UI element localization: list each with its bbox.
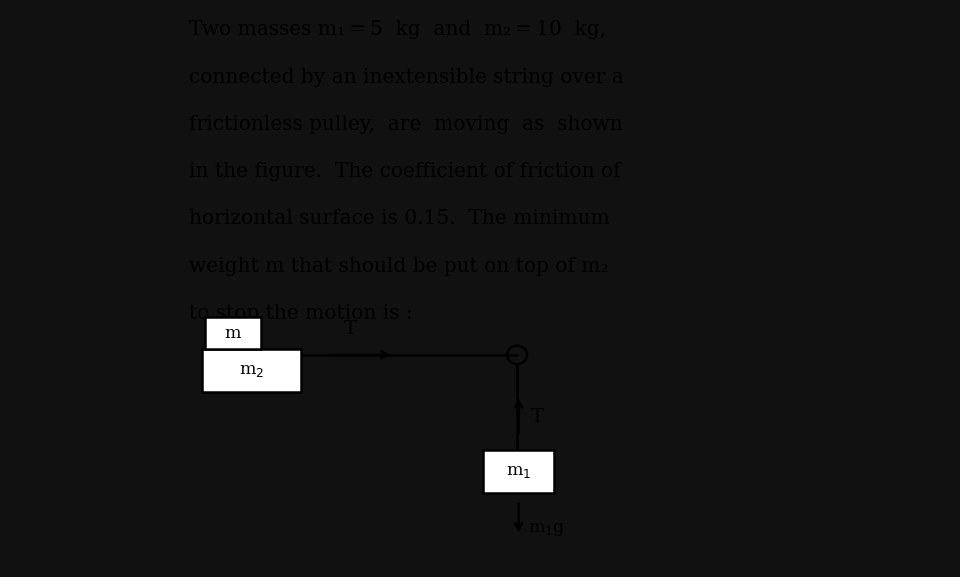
Bar (204, 317, 260, 349)
Text: m$_1$: m$_1$ (506, 463, 531, 480)
Text: m$_1$g: m$_1$g (528, 521, 565, 538)
Text: frictionless pulley,  are  moving  as  shown: frictionless pulley, are moving as shown (189, 115, 623, 134)
Text: T: T (344, 320, 357, 338)
Text: weight m that should be put on top of m₂: weight m that should be put on top of m₂ (189, 257, 609, 276)
Text: m: m (225, 325, 241, 342)
Text: horizontal surface is 0.15.  The minimum: horizontal surface is 0.15. The minimum (189, 209, 611, 228)
Text: connected by an inextensible string over a: connected by an inextensible string over… (189, 68, 624, 87)
Text: in the figure.  The coefficient of friction of: in the figure. The coefficient of fricti… (189, 162, 621, 181)
Text: T: T (531, 407, 543, 426)
Text: to stop the motion is :: to stop the motion is : (189, 304, 413, 323)
Bar (483, 450, 554, 493)
Bar (202, 349, 300, 392)
Text: Two masses m₁ = 5  kg  and  m₂ = 10  kg,: Two masses m₁ = 5 kg and m₂ = 10 kg, (189, 20, 607, 39)
Text: m$_2$: m$_2$ (239, 362, 264, 379)
